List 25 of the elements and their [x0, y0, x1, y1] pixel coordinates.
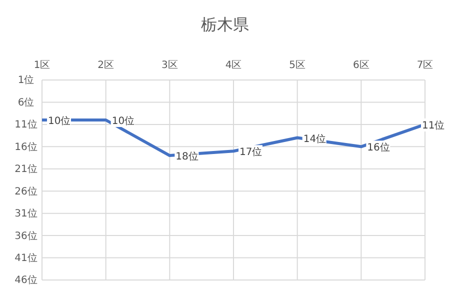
data-label: 11位 — [422, 119, 445, 132]
x-tick-label: 1区 — [34, 60, 50, 71]
x-tick-label: 7区 — [416, 60, 434, 71]
x-tick-label: 5区 — [289, 60, 306, 71]
y-tick-label: 31位 — [14, 208, 38, 220]
y-tick-label: 11位 — [14, 118, 38, 131]
x-tick-label: 2区 — [98, 60, 114, 71]
y-tick-label: 36位 — [14, 230, 38, 242]
y-tick-label: 6位 — [18, 96, 34, 108]
x-tick-label: 6区 — [352, 60, 370, 71]
data-label: 18位 — [176, 150, 198, 163]
y-tick-label: 1位 — [18, 74, 34, 86]
data-label: 10位 — [48, 115, 71, 127]
data-label: 14位 — [303, 132, 326, 145]
y-tick-label: 46位 — [14, 274, 38, 286]
x-tick-label: 4区 — [225, 60, 242, 71]
y-tick-label: 21位 — [14, 163, 38, 176]
data-label: 17位 — [240, 146, 262, 158]
chart-title: 栃木県 — [201, 15, 249, 34]
y-tick-label: 41位 — [14, 252, 38, 264]
y-tick-label: 16位 — [14, 140, 38, 153]
data-label: 16位 — [367, 142, 390, 154]
y-tick-label: 26位 — [14, 185, 38, 198]
x-tick-label: 3区 — [161, 60, 178, 71]
data-label: 10位 — [112, 115, 135, 127]
